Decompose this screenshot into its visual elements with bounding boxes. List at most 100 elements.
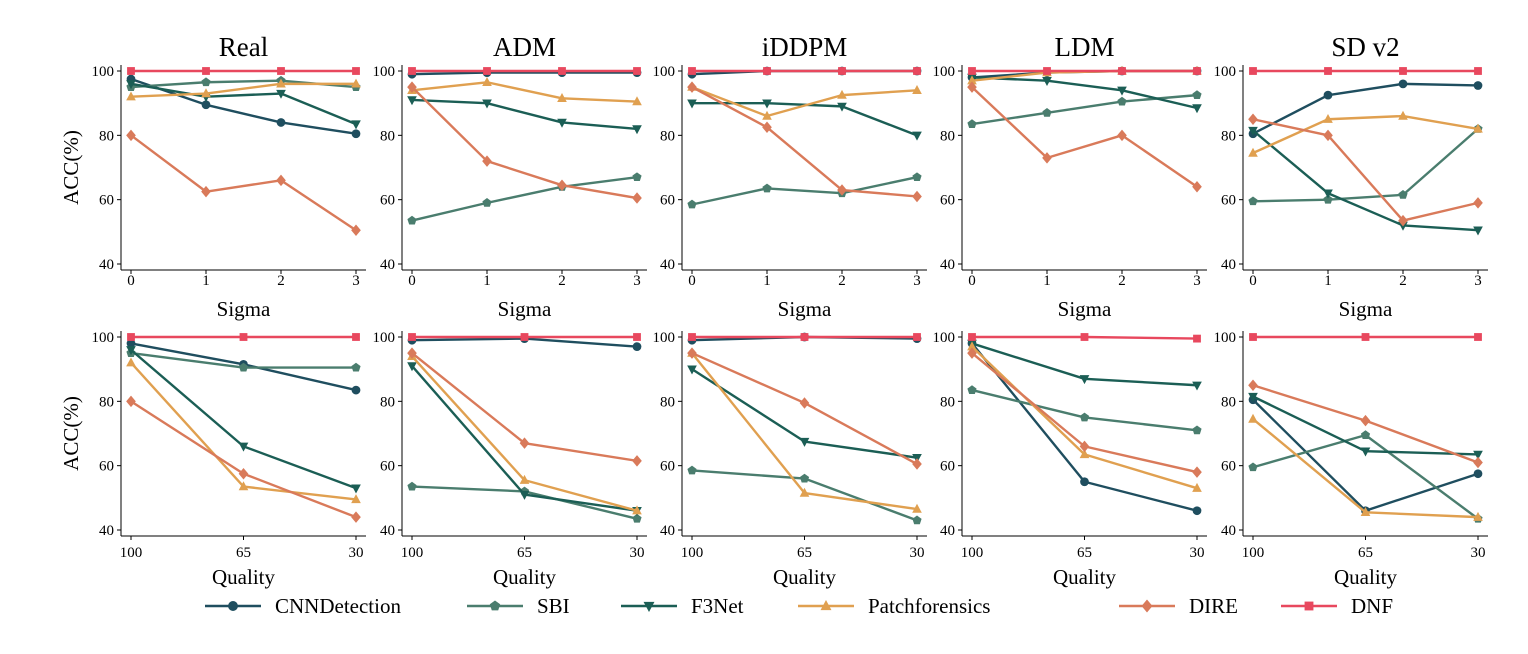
y-tick-label: 40 — [380, 257, 395, 273]
data-point-patchforensics — [557, 93, 567, 103]
data-point-cnndetection — [1080, 477, 1089, 487]
data-point-f3net — [1079, 375, 1090, 385]
x-tick-label: 65 — [1077, 545, 1092, 561]
data-point-dire — [1398, 214, 1408, 227]
x-tick-label: 65 — [517, 545, 532, 561]
data-point-patchforensics — [1473, 123, 1483, 133]
data-point-dire — [407, 347, 417, 359]
data-point-dire — [1323, 129, 1333, 142]
panel-9: 40 60 80 100 100 65 30 Quality — [933, 330, 1207, 589]
data-point-f3net — [837, 102, 847, 112]
data-point-sbi — [1323, 194, 1333, 204]
x-tick-label: 2 — [1399, 273, 1407, 289]
data-point-f3net — [351, 120, 361, 130]
data-point-f3net — [799, 437, 810, 447]
data-point-f3net — [126, 346, 136, 356]
data-point-cnndetection — [351, 385, 361, 395]
data-point-dire — [407, 81, 417, 93]
x-axis-label: Quality — [1053, 565, 1116, 589]
data-point-patchforensics — [837, 89, 847, 99]
data-point-dire — [632, 455, 642, 467]
data-point-dnf — [1474, 333, 1482, 341]
data-point-f3net — [1473, 450, 1483, 460]
data-point-patchforensics — [1248, 413, 1258, 423]
x-axis-label: Sigma — [217, 297, 271, 321]
x-tick-label: 100 — [681, 545, 704, 561]
y-tick-label: 100 — [653, 64, 676, 80]
data-point-patchforensics — [632, 96, 642, 106]
data-point-patchforensics — [1192, 482, 1202, 492]
data-point-dnf — [127, 67, 135, 75]
data-point-dnf — [1361, 333, 1370, 341]
data-point-dire — [799, 397, 810, 409]
panel-8: 40 60 80 100 100 65 30 Quality — [653, 330, 927, 589]
y-tick-label: 80 — [660, 128, 675, 144]
x-tick-label: 2 — [558, 273, 566, 289]
data-point-cnndetection — [276, 118, 286, 127]
panel-title: iDDPM — [762, 32, 848, 62]
legend-label: Patchforensics — [868, 594, 990, 618]
y-tick-label: 40 — [99, 257, 114, 273]
y-tick-label: 100 — [92, 330, 115, 346]
panel-title: SD v2 — [1331, 32, 1399, 62]
data-point-dnf — [913, 333, 921, 341]
legend-item-dire: DIRE — [1119, 594, 1238, 618]
data-point-dnf — [127, 333, 135, 341]
data-point-f3net — [762, 99, 772, 109]
data-point-patchforensics — [482, 76, 492, 86]
y-tick-label: 60 — [940, 193, 955, 209]
data-point-f3net — [1323, 189, 1333, 199]
x-tick-label: 100 — [401, 545, 424, 561]
y-tick-label: 40 — [1221, 257, 1236, 273]
data-point-cnndetection — [201, 100, 211, 110]
data-point-dire — [482, 155, 492, 167]
panel-7: 40 60 80 100 100 65 30 Quality — [373, 330, 647, 589]
x-tick-label: 100 — [1242, 545, 1265, 561]
data-point-dnf — [968, 67, 976, 75]
x-tick-label: 0 — [688, 273, 696, 289]
y-tick-label: 100 — [933, 64, 956, 80]
data-point-dire — [351, 511, 361, 523]
data-point-dire — [762, 121, 772, 134]
data-point-patchforensics — [519, 474, 530, 484]
y-tick-label: 100 — [373, 330, 396, 346]
data-point-sbi — [1117, 96, 1127, 106]
panel-4: 40 60 80 100 0 1 2 3 LDM Sigma — [933, 32, 1207, 321]
y-tick-label: 40 — [1221, 523, 1236, 539]
data-point-dnf — [800, 333, 809, 341]
data-point-patchforensics — [276, 78, 286, 88]
legend-item-sbi: SBI — [467, 594, 570, 618]
series-line-sbi — [1252, 127, 1479, 203]
series-line-patchforensics — [130, 82, 356, 98]
x-tick-label: 2 — [838, 273, 846, 289]
x-tick-label: 1 — [483, 273, 491, 289]
data-point-dnf — [1080, 333, 1089, 341]
data-point-dire — [1360, 414, 1371, 427]
data-point-dire — [912, 458, 922, 470]
data-point-f3net — [519, 490, 530, 500]
series-line-patchforensics — [411, 81, 638, 103]
x-tick-label: 65 — [236, 545, 251, 561]
y-tick-label: 80 — [380, 128, 395, 144]
x-tick-label: 3 — [913, 273, 921, 289]
legend-marker — [1304, 601, 1314, 611]
data-point-dire — [1473, 197, 1483, 209]
x-axis-label: Sigma — [1339, 297, 1393, 321]
data-point-sbi — [799, 473, 810, 483]
legend: CNNDetection SBI F3Net Patchforensics DIRE DN… — [205, 594, 1393, 618]
x-tick-label: 30 — [910, 545, 925, 561]
data-point-patchforensics — [1398, 110, 1408, 120]
data-point-sbi — [407, 481, 417, 491]
data-point-f3net — [912, 131, 922, 141]
data-point-sbi — [967, 385, 977, 394]
data-point-dire — [632, 192, 642, 204]
legend-label: F3Net — [691, 594, 744, 618]
data-point-f3net — [482, 99, 492, 109]
y-tick-label: 80 — [1221, 128, 1236, 144]
y-tick-label: 40 — [380, 523, 395, 539]
x-tick-label: 2 — [277, 273, 285, 289]
y-tick-label: 100 — [933, 330, 956, 346]
data-point-dnf — [1474, 67, 1482, 75]
x-tick-label: 3 — [352, 273, 360, 289]
